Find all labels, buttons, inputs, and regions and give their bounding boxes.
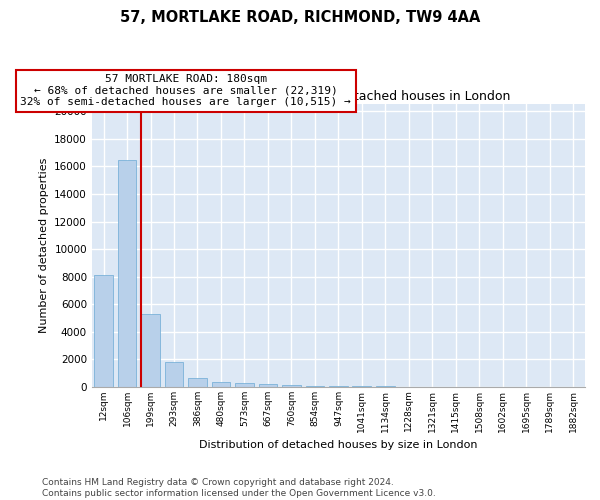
Bar [235, 383, 254, 387]
Text: Contains HM Land Registry data © Crown copyright and database right 2024.
Contai: Contains HM Land Registry data © Crown c… [42, 478, 436, 498]
Text: 57 MORTLAKE ROAD: 180sqm
← 68% of detached houses are smaller (22,319)
32% of se: 57 MORTLAKE ROAD: 180sqm ← 68% of detach… [20, 74, 351, 107]
Bar [282, 384, 301, 387]
Bar [118, 160, 136, 387]
Bar [94, 275, 113, 387]
Title: Size of property relative to detached houses in London: Size of property relative to detached ho… [167, 90, 510, 104]
Bar [188, 378, 207, 387]
Bar [141, 314, 160, 387]
Y-axis label: Number of detached properties: Number of detached properties [38, 158, 49, 334]
Text: 57, MORTLAKE ROAD, RICHMOND, TW9 4AA: 57, MORTLAKE ROAD, RICHMOND, TW9 4AA [120, 10, 480, 25]
Bar [212, 382, 230, 387]
Bar [329, 386, 348, 387]
Bar [305, 386, 325, 387]
Bar [259, 384, 277, 387]
Bar [164, 362, 184, 387]
X-axis label: Distribution of detached houses by size in London: Distribution of detached houses by size … [199, 440, 478, 450]
